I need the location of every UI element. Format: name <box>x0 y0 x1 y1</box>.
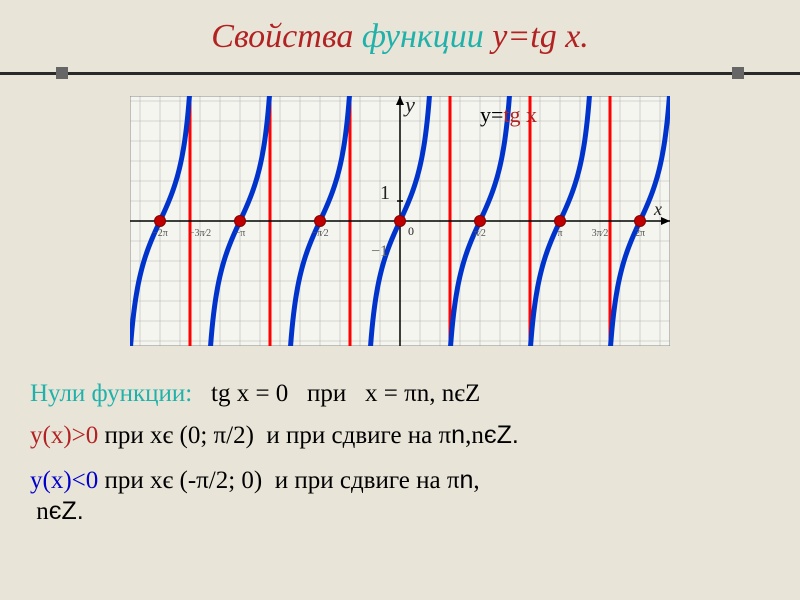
negative-line: y(x)<0 при xє (-π/2; 0) и при сдвиге на … <box>30 465 770 528</box>
svg-text:1: 1 <box>380 182 390 204</box>
svg-text:y: y <box>403 96 415 117</box>
tangent-graph: yx01−1−2π−3π⁄2−π−π⁄2π⁄2π3π⁄22π y=tg x <box>130 96 670 346</box>
horizontal-rule <box>0 72 800 75</box>
svg-text:−1: −1 <box>371 243 388 260</box>
svg-text:0: 0 <box>408 224 414 238</box>
svg-text:x: x <box>653 199 662 219</box>
zeros-line: Нули функции: tg x = 0 при x = πn, nєZ <box>30 378 770 409</box>
function-label: y=tg x <box>480 102 537 128</box>
graph-svg: yx01−1−2π−3π⁄2−π−π⁄2π⁄2π3π⁄22π <box>130 96 670 346</box>
positive-line: y(x)>0 при xє (0; π/2) и при сдвиге на π… <box>30 420 770 451</box>
slide-title: Свойства функции у=tg x. <box>0 18 800 56</box>
